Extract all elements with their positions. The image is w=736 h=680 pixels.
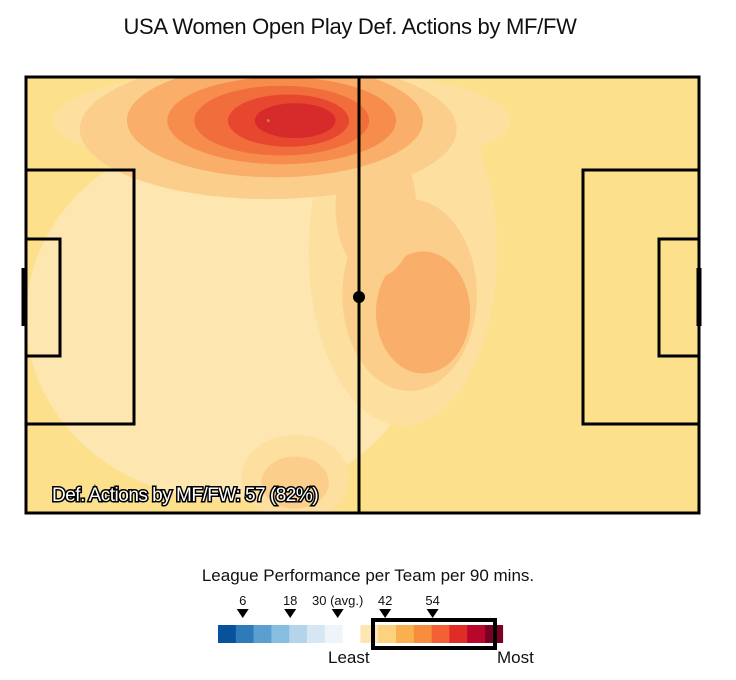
hot-layer-8 bbox=[254, 103, 336, 139]
chart-title: USA Women Open Play Def. Actions by MF/F… bbox=[123, 14, 577, 39]
legend: 6 18 30 (avg.) 42 54 Least Most bbox=[218, 593, 534, 667]
legend-swatch-7 bbox=[324, 625, 343, 643]
legend-swatch-5 bbox=[289, 625, 308, 643]
legend-tick-marker-2 bbox=[284, 609, 297, 618]
legend-swatch-8 bbox=[342, 625, 361, 643]
legend-swatch-11 bbox=[396, 625, 415, 643]
pitch-heatmap: Def. Actions by MF/FW: 57 (82%) bbox=[21, 75, 702, 515]
legend-swatch-2 bbox=[235, 625, 254, 643]
legend-swatch-12 bbox=[413, 625, 432, 643]
legend-swatch-10 bbox=[378, 625, 397, 643]
legend-swatch-9 bbox=[360, 625, 379, 643]
legend-swatches bbox=[218, 625, 504, 643]
band-bottom-3 bbox=[261, 456, 329, 509]
legend-swatch-3 bbox=[253, 625, 272, 643]
legend-tick-label-4: 42 bbox=[378, 593, 392, 608]
legend-tick-marker-4 bbox=[379, 609, 392, 618]
legend-swatch-1 bbox=[218, 625, 237, 643]
def-actions-annotation: Def. Actions by MF/FW: 57 (82%) bbox=[52, 485, 318, 506]
legend-tick-label-1: 6 bbox=[239, 593, 246, 608]
legend-tick-label-2: 18 bbox=[283, 593, 297, 608]
legend-tick-label-3: 30 (avg.) bbox=[312, 593, 363, 608]
legend-least-label: Least bbox=[328, 648, 370, 667]
legend-title: League Performance per Team per 90 mins. bbox=[201, 566, 535, 585]
pitch-lines bbox=[21, 75, 702, 515]
density-peak-1 bbox=[266, 119, 270, 123]
legend-most-label: Most bbox=[497, 648, 534, 667]
legend-tick-marker-3 bbox=[331, 609, 344, 618]
legend-swatch-4 bbox=[271, 625, 290, 643]
legend-swatch-15 bbox=[467, 625, 486, 643]
legend-tick-marker-5 bbox=[426, 609, 439, 618]
band-center-right-4 bbox=[375, 251, 471, 374]
legend-swatch-6 bbox=[307, 625, 326, 643]
legend-swatch-13 bbox=[431, 625, 450, 643]
legend-swatch-14 bbox=[449, 625, 468, 643]
legend-highlight-box bbox=[371, 618, 497, 650]
heat-layer bbox=[26, 77, 511, 513]
center-spot bbox=[353, 291, 365, 303]
legend-tick-label-5: 54 bbox=[425, 593, 439, 608]
legend-tick-marker-1 bbox=[236, 609, 249, 618]
legend-ticks: 6 18 30 (avg.) 42 54 bbox=[236, 593, 440, 618]
